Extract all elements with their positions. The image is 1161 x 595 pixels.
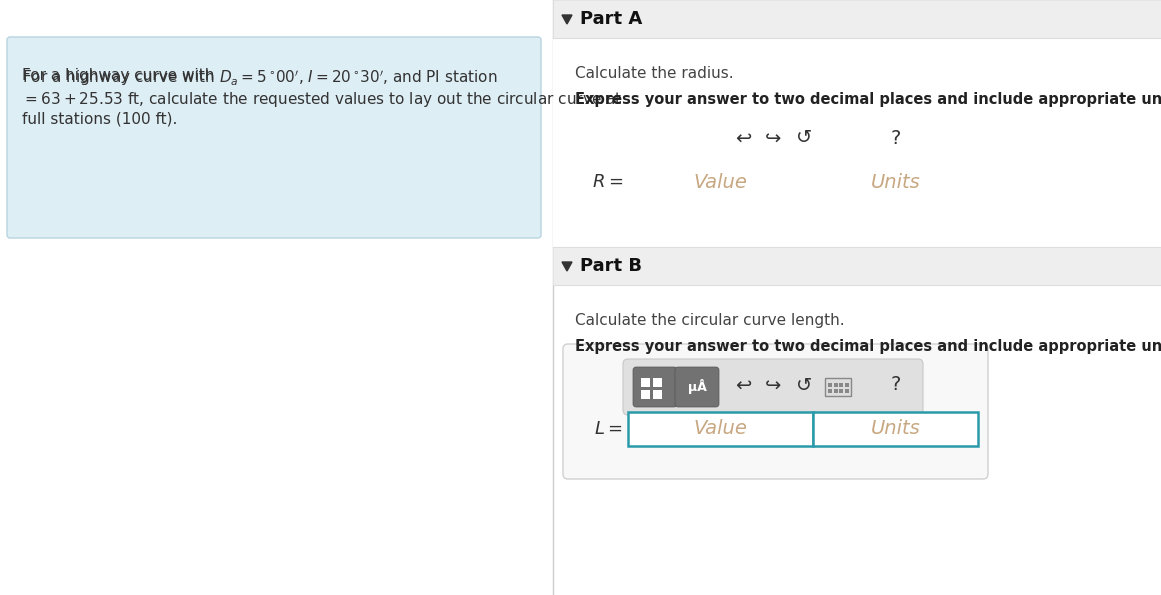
- Bar: [834, 383, 837, 387]
- Bar: [652, 378, 662, 387]
- Text: ↩: ↩: [735, 129, 751, 148]
- Text: ↺: ↺: [795, 375, 813, 394]
- Text: For a highway curve with $D_a = 5^\circ\!00'$, $I = 20^\circ\!30'$, and PI stati: For a highway curve with $D_a = 5^\circ\…: [22, 68, 497, 87]
- FancyBboxPatch shape: [623, 112, 923, 168]
- FancyBboxPatch shape: [563, 344, 988, 479]
- Text: ?: ?: [890, 375, 901, 394]
- Text: ↪: ↪: [765, 129, 781, 148]
- Text: Calculate the radius.: Calculate the radius.: [575, 66, 734, 81]
- FancyBboxPatch shape: [633, 120, 677, 160]
- Bar: [553, 247, 1161, 285]
- Text: Units: Units: [871, 419, 921, 439]
- Bar: [641, 378, 650, 387]
- FancyBboxPatch shape: [675, 367, 719, 407]
- FancyBboxPatch shape: [563, 97, 988, 232]
- Text: Express your answer to two decimal places and include appropriate units.: Express your answer to two decimal place…: [575, 339, 1161, 354]
- Text: μÅ: μÅ: [687, 380, 706, 394]
- Bar: [839, 389, 843, 393]
- Bar: [834, 389, 837, 393]
- Text: Part B: Part B: [580, 257, 642, 275]
- Text: ↪: ↪: [765, 375, 781, 394]
- Bar: [839, 383, 843, 387]
- Text: Value: Value: [693, 419, 748, 439]
- Bar: [844, 383, 849, 387]
- Text: $L=$: $L=$: [593, 420, 622, 438]
- Bar: [641, 143, 650, 152]
- Bar: [825, 131, 851, 149]
- Bar: [652, 131, 662, 140]
- Bar: [641, 390, 650, 399]
- Text: Calculate the circular curve length.: Calculate the circular curve length.: [575, 313, 844, 328]
- Bar: [813, 412, 978, 446]
- Bar: [813, 165, 978, 199]
- Bar: [652, 390, 662, 399]
- Text: $= 63 + 25.53$ ft, calculate the requested values to lay out the circular curve : $= 63 + 25.53$ ft, calculate the request…: [22, 90, 622, 109]
- Text: $R=$: $R=$: [592, 173, 623, 191]
- Bar: [828, 383, 832, 387]
- Text: Units: Units: [871, 173, 921, 192]
- Bar: [844, 136, 849, 140]
- Bar: [839, 136, 843, 140]
- Bar: [628, 165, 813, 199]
- Text: ?: ?: [890, 129, 901, 148]
- Bar: [628, 412, 813, 446]
- FancyBboxPatch shape: [623, 359, 923, 415]
- Polygon shape: [562, 262, 572, 271]
- Bar: [553, 38, 1161, 285]
- Bar: [839, 142, 843, 146]
- Bar: [553, 0, 1161, 38]
- Bar: [828, 142, 832, 146]
- Bar: [828, 389, 832, 393]
- Polygon shape: [562, 15, 572, 24]
- Bar: [844, 142, 849, 146]
- Bar: [844, 389, 849, 393]
- FancyBboxPatch shape: [675, 120, 719, 160]
- FancyBboxPatch shape: [633, 367, 677, 407]
- Bar: [834, 136, 837, 140]
- Text: Express your answer to two decimal places and include appropriate units.: Express your answer to two decimal place…: [575, 92, 1161, 107]
- Bar: [652, 143, 662, 152]
- Text: Value: Value: [693, 173, 748, 192]
- Bar: [641, 131, 650, 140]
- Text: full stations (100 ft).: full stations (100 ft).: [22, 112, 178, 127]
- Text: ↩: ↩: [735, 375, 751, 394]
- Bar: [834, 142, 837, 146]
- Text: For a highway curve with: For a highway curve with: [22, 68, 219, 83]
- Text: ↺: ↺: [795, 129, 813, 148]
- Text: μÅ: μÅ: [687, 133, 706, 148]
- Bar: [825, 378, 851, 396]
- Bar: [828, 136, 832, 140]
- Text: Part A: Part A: [580, 10, 642, 28]
- FancyBboxPatch shape: [7, 37, 541, 238]
